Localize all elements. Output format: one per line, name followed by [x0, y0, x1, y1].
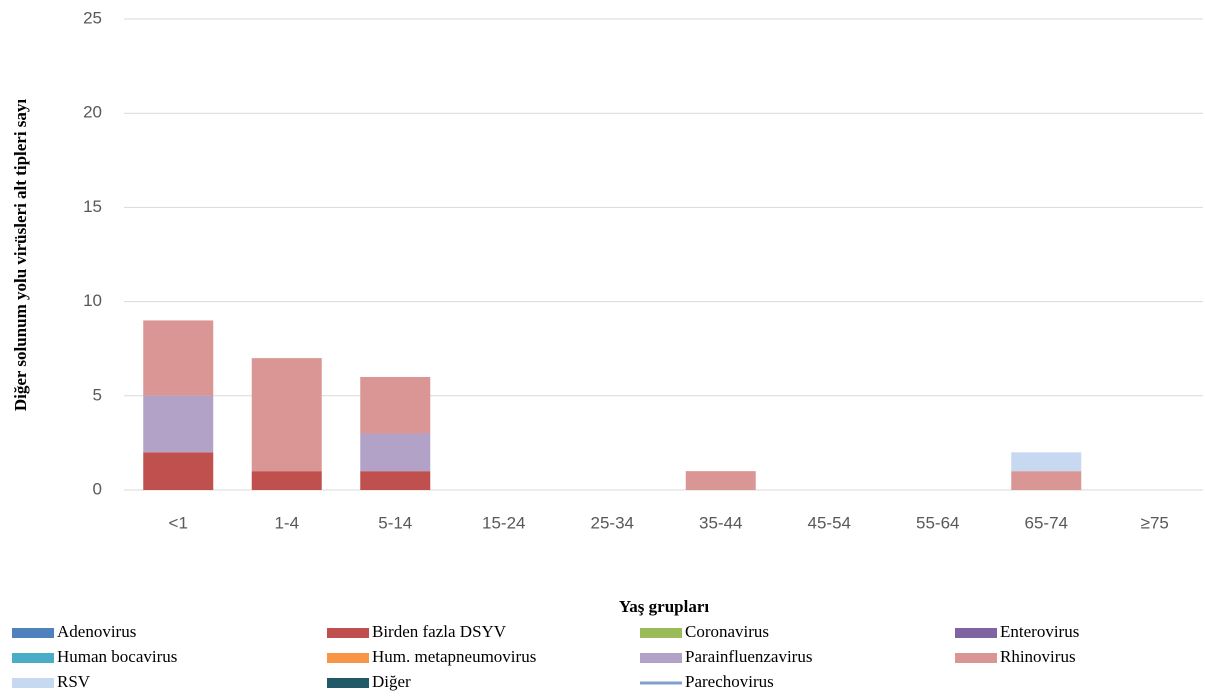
bar-segment: [360, 471, 431, 490]
legend-swatch: [327, 653, 369, 663]
bar-segment: [143, 395, 214, 453]
legend-label: Coronavirus: [685, 622, 769, 641]
y-tick-label: 0: [93, 479, 102, 498]
legend-label: Rhinovirus: [1000, 647, 1076, 666]
y-tick-label: 5: [93, 385, 102, 404]
y-tick-label: 25: [83, 8, 102, 27]
legend-swatch: [12, 678, 54, 688]
bar-segment: [1011, 452, 1082, 472]
legend-swatch: [640, 653, 682, 663]
legend-swatch: [955, 628, 997, 638]
legend-label: Hum. metapneumovirus: [372, 647, 536, 666]
legend-label: Human bocavirus: [57, 647, 177, 666]
x-tick-label: 25-34: [591, 513, 634, 532]
y-tick-label: 20: [83, 103, 102, 122]
legend-label: Parechovirus: [685, 672, 774, 691]
legend-swatch: [12, 628, 54, 638]
bar-segment: [251, 471, 322, 490]
legend-label: Parainfluenzavirus: [685, 647, 812, 666]
x-tick-label: 15-24: [482, 513, 525, 532]
legend-swatch: [327, 678, 369, 688]
legend-label: Birden fazla DSYV: [372, 622, 507, 641]
x-tick-label: 1-4: [274, 513, 299, 532]
legend-swatch: [12, 653, 54, 663]
legend-label: Adenovirus: [57, 622, 136, 641]
legend-swatch: [640, 628, 682, 638]
x-tick-label: 45-54: [808, 513, 851, 532]
bar-segment: [143, 452, 214, 490]
legend-swatch: [955, 653, 997, 663]
x-tick-label: <1: [169, 513, 188, 532]
bar-segment: [360, 433, 431, 472]
y-axis-title: Diğer solunum yolu virüsleri alt tipleri…: [11, 99, 30, 412]
x-tick-label: 35-44: [699, 513, 742, 532]
legend-label: Enterovirus: [1000, 622, 1079, 641]
x-tick-label: 5-14: [378, 513, 412, 532]
bar-segment: [1011, 471, 1082, 490]
y-tick-label: 15: [83, 197, 102, 216]
x-tick-label: ≥75: [1141, 513, 1169, 532]
legend-label: Diğer: [372, 672, 411, 691]
legend-label: RSV: [57, 672, 91, 691]
x-axis-title: Yaş grupları: [619, 597, 709, 616]
bar-segment: [685, 471, 756, 490]
bar-segment: [143, 320, 214, 396]
legend-swatch: [327, 628, 369, 638]
bar-segment: [360, 376, 431, 434]
bar-segment: [251, 358, 322, 472]
x-tick-label: 55-64: [916, 513, 959, 532]
y-tick-label: 10: [83, 291, 102, 310]
x-tick-label: 65-74: [1025, 513, 1068, 532]
